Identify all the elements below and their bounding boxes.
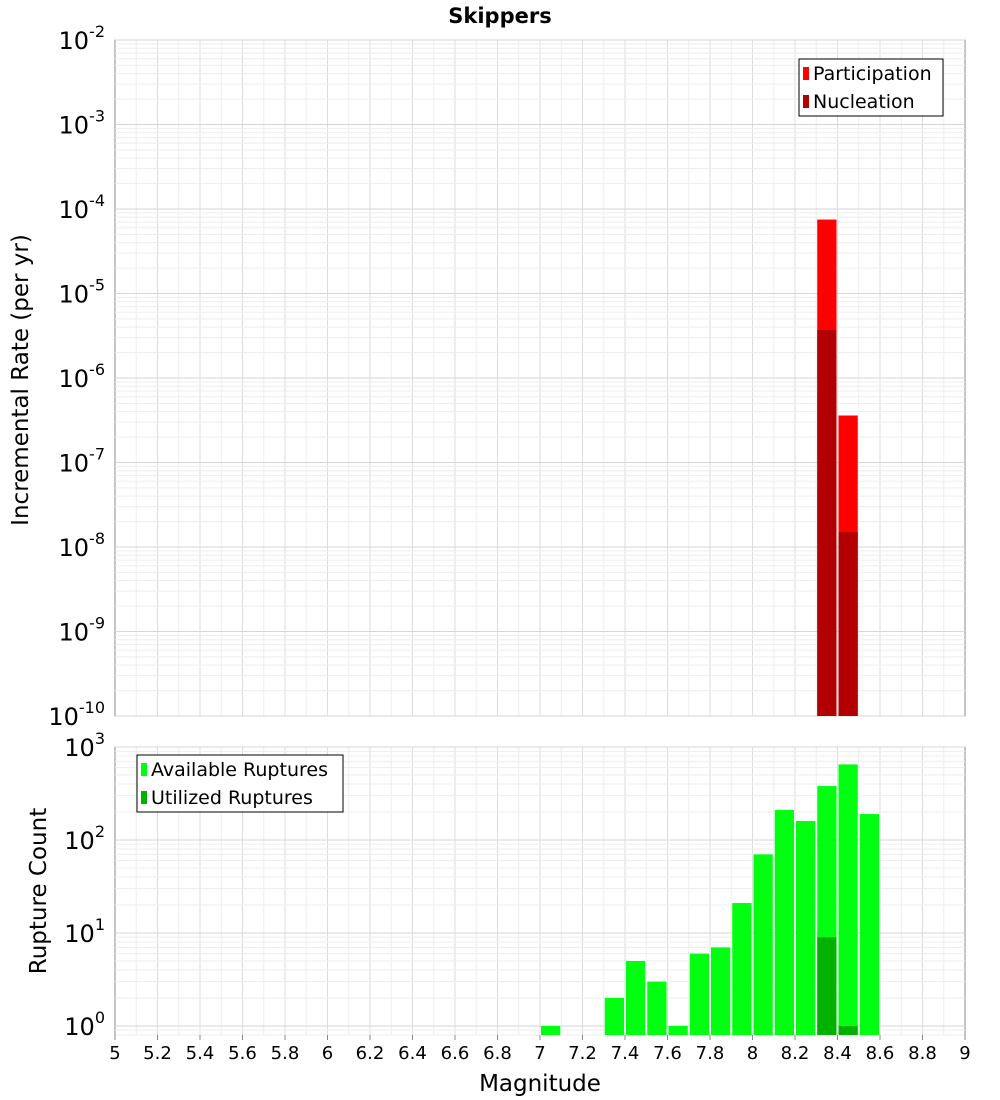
x-tick-label: 9 (959, 1043, 970, 1064)
bar-available-ruptures (711, 947, 731, 1035)
x-tick-label: 5.2 (143, 1043, 172, 1064)
count-panel: 100 101 102 103 5 5.2 5.4 5.6 5.8 6 6.2 6.4 6.6 6.8 7… (26, 729, 971, 1097)
x-tick-label: 7 (534, 1043, 545, 1064)
chart-title: Skippers (448, 4, 551, 28)
x-tick-label: 5.4 (186, 1043, 215, 1064)
x-tick-label: 8.4 (823, 1043, 852, 1064)
bar-available-ruptures (774, 810, 794, 1035)
bar-available-ruptures (541, 1025, 561, 1035)
legend-swatch (803, 95, 809, 108)
count-bars (541, 764, 879, 1035)
y-tick-label: 10-8 (59, 529, 106, 562)
bar-utilized-ruptures (838, 1025, 858, 1035)
x-tick-label: 5 (109, 1043, 120, 1064)
count-legend: Available Ruptures Utilized Ruptures (136, 754, 344, 813)
legend-swatch (141, 763, 147, 776)
count-y-tick-labels: 100 101 102 103 (64, 729, 105, 1041)
x-axis-label: Magnitude (479, 1071, 601, 1097)
bar-available-ruptures (796, 821, 816, 1035)
x-tick-label: 8.2 (781, 1043, 810, 1064)
bar-nucleation (838, 532, 858, 716)
legend-box (798, 58, 944, 117)
y-tick-label: 100 (64, 1008, 105, 1041)
count-y-axis-label: Rupture Count (26, 808, 52, 974)
y-tick-label: 10-2 (59, 22, 106, 55)
rate-bars (817, 219, 858, 717)
y-tick-label: 102 (64, 822, 105, 855)
x-tick-label: 5.8 (271, 1043, 300, 1064)
bar-available-ruptures (626, 960, 646, 1035)
y-tick-label: 10-3 (59, 107, 106, 140)
x-tick-label: 6.2 (356, 1043, 385, 1064)
x-tick-label: 7.8 (696, 1043, 725, 1064)
rate-y-axis-label: Incremental Rate (per yr) (8, 234, 34, 526)
x-tick-labels: 5 5.2 5.4 5.6 5.8 6 6.2 6.4 6.6 6.8 7 7.2 7.4 7.6 7.8 8… (109, 1035, 971, 1064)
y-tick-label: 10-6 (59, 360, 106, 393)
rate-legend: Participation Nucleation (798, 58, 944, 117)
y-tick-label: 103 (64, 729, 105, 762)
x-tick-label: 6.4 (398, 1043, 427, 1064)
bar-available-ruptures (838, 764, 858, 1035)
y-tick-label: 101 (64, 915, 105, 948)
x-tick-label: 8 (747, 1043, 758, 1064)
y-tick-label: 10-10 (48, 698, 105, 731)
y-tick-label: 10-9 (59, 614, 106, 647)
x-tick-label: 8.6 (866, 1043, 895, 1064)
x-tick-label: 6.8 (483, 1043, 512, 1064)
x-tick-label: 7.4 (611, 1043, 640, 1064)
x-tick-label: 6.6 (441, 1043, 470, 1064)
bar-available-ruptures (859, 814, 879, 1035)
bar-available-ruptures (732, 903, 752, 1035)
bar-available-ruptures (689, 953, 709, 1035)
legend-label: Available Ruptures (151, 759, 328, 781)
x-tick-label: 5.6 (228, 1043, 257, 1064)
bar-available-ruptures (668, 1025, 688, 1035)
x-tick-label: 6 (322, 1043, 333, 1064)
legend-swatch (141, 791, 147, 804)
rate-gridlines (115, 39, 965, 717)
bar-utilized-ruptures (817, 937, 837, 1035)
bar-available-ruptures (604, 997, 624, 1035)
rate-y-tick-labels: 10-10 10-9 10-8 10-7 10-6 10-5 10-4 10-3 10-2 (48, 22, 105, 731)
y-tick-label: 10-4 (59, 191, 106, 224)
legend-swatch (803, 67, 809, 80)
x-tick-label: 8.8 (908, 1043, 937, 1064)
legend-label: Participation (813, 63, 932, 85)
rate-panel: 10-10 10-9 10-8 10-7 10-6 10-5 10-4 10-3 10-2 In… (8, 22, 966, 731)
bar-available-ruptures (753, 854, 773, 1035)
legend-label: Nucleation (813, 91, 915, 113)
x-tick-label: 7.6 (653, 1043, 682, 1064)
legend-box (136, 754, 344, 813)
y-tick-label: 10-7 (59, 445, 106, 478)
y-tick-label: 10-5 (59, 276, 106, 309)
x-tick-label: 7.2 (568, 1043, 597, 1064)
bar-available-ruptures (647, 981, 667, 1035)
legend-label: Utilized Ruptures (151, 787, 313, 809)
bar-nucleation (817, 329, 837, 716)
